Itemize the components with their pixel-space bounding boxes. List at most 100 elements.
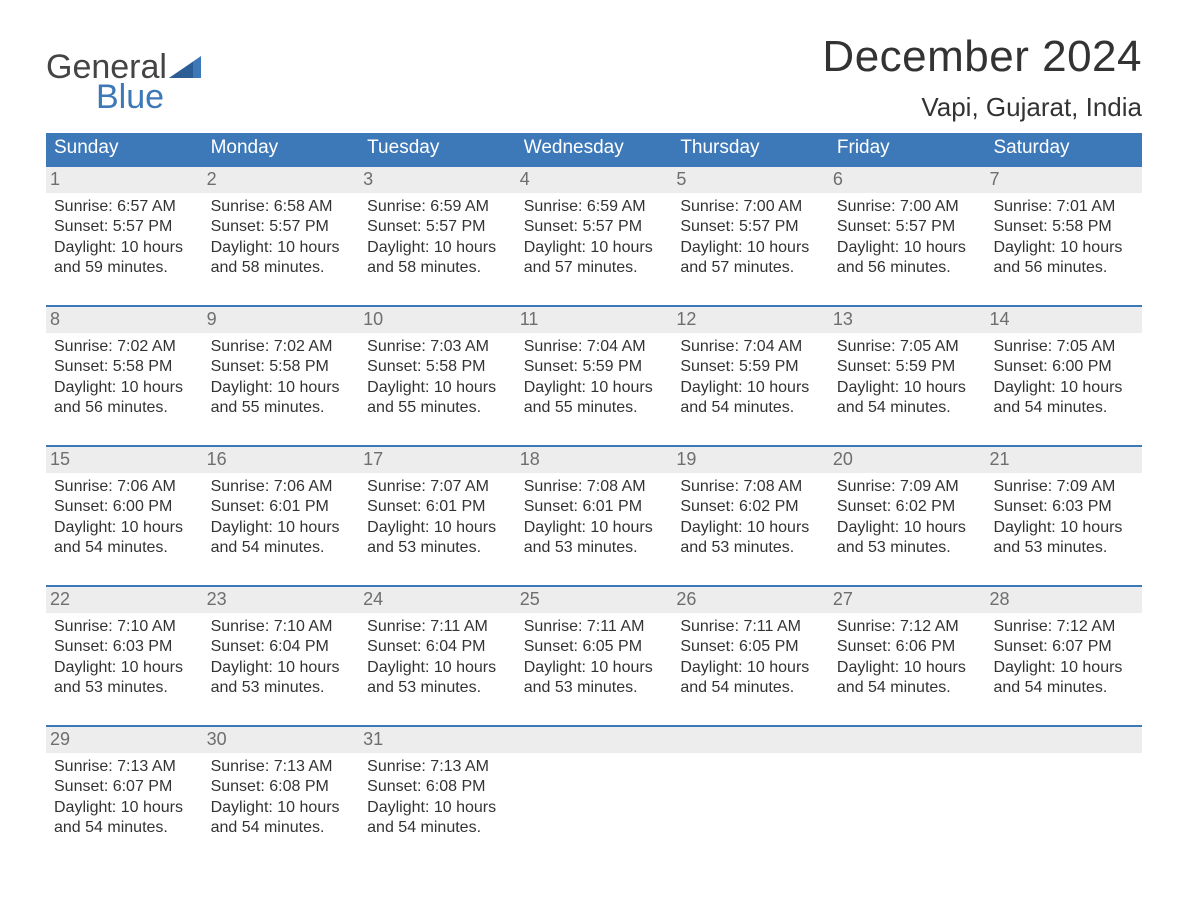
daylight-line-2: and 53 minutes. — [54, 678, 197, 698]
header-region: General Blue December 2024 Vapi, Gujarat… — [46, 32, 1142, 123]
daylight-line-1: Daylight: 10 hours — [680, 518, 823, 538]
daylight-line-2: and 56 minutes. — [993, 258, 1136, 278]
calendar-cell: 26 Sunrise: 7:11 AMSunset: 6:05 PMDayligh… — [672, 587, 829, 707]
calendar-cell: 11Sunrise: 7:04 AMSunset: 5:59 PMDayligh… — [516, 307, 673, 427]
daylight-line-1: Daylight: 10 hours — [211, 378, 354, 398]
sunrise-line: Sunrise: 7:11 AM — [367, 617, 510, 637]
daylight-line-2: and 53 minutes. — [367, 538, 510, 558]
sunset-line: Sunset: 5:57 PM — [524, 217, 667, 237]
day-info: Sunrise: 7:11 AMSunset: 6:05 PMDaylight:… — [678, 617, 823, 699]
day-info: Sunrise: 7:12 AMSunset: 6:07 PMDaylight:… — [991, 617, 1136, 699]
day-info: Sunrise: 7:11 AMSunset: 6:04 PMDaylight:… — [365, 617, 510, 699]
sunrise-line: Sunrise: 7:04 AM — [680, 337, 823, 357]
daylight-line-1: Daylight: 10 hours — [524, 658, 667, 678]
sunset-line: Sunset: 5:57 PM — [367, 217, 510, 237]
calendar-cell: 14Sunrise: 7:05 AMSunset: 6:00 PMDayligh… — [985, 307, 1142, 427]
daylight-line-2: and 55 minutes. — [524, 398, 667, 418]
sunset-line: Sunset: 6:07 PM — [54, 777, 197, 797]
sunrise-line: Sunrise: 7:09 AM — [837, 477, 980, 497]
sunset-line: Sunset: 6:02 PM — [837, 497, 980, 517]
day-info: Sunrise: 7:10 AMSunset: 6:03 PMDaylight:… — [52, 617, 197, 699]
calendar-week: 29Sunrise: 7:13 AMSunset: 6:07 PMDayligh… — [46, 725, 1142, 847]
daylight-line-2: and 54 minutes. — [54, 818, 197, 838]
daylight-line-2: and 54 minutes. — [367, 818, 510, 838]
day-number: 13 — [829, 307, 986, 333]
daylight-line-2: and 58 minutes. — [211, 258, 354, 278]
daylight-line-1: Daylight: 10 hours — [524, 238, 667, 258]
sunrise-line: Sunrise: 6:57 AM — [54, 197, 197, 217]
day-number: 31 — [359, 727, 516, 753]
sunrise-line: Sunrise: 7:02 AM — [211, 337, 354, 357]
day-number: . — [516, 727, 673, 753]
day-info: Sunrise: 7:08 AMSunset: 6:02 PMDaylight:… — [678, 477, 823, 559]
sunset-line: Sunset: 6:03 PM — [993, 497, 1136, 517]
daylight-line-2: and 53 minutes. — [211, 678, 354, 698]
daylight-line-1: Daylight: 10 hours — [680, 238, 823, 258]
day-number: . — [829, 727, 986, 753]
calendar-cell: 9Sunrise: 7:02 AMSunset: 5:58 PMDaylight… — [203, 307, 360, 427]
sunset-line: Sunset: 6:05 PM — [524, 637, 667, 657]
calendar-cell: . — [985, 727, 1142, 847]
sunset-line: Sunset: 6:00 PM — [993, 357, 1136, 377]
day-header: Tuesday — [359, 133, 516, 165]
day-number: 15 — [46, 447, 203, 473]
sunset-line: Sunset: 6:08 PM — [211, 777, 354, 797]
day-number: 26 — [672, 587, 829, 613]
daylight-line-1: Daylight: 10 hours — [367, 658, 510, 678]
day-number: 20 — [829, 447, 986, 473]
daylight-line-2: and 54 minutes. — [837, 398, 980, 418]
day-number: 5 — [672, 167, 829, 193]
sunset-line: Sunset: 5:57 PM — [54, 217, 197, 237]
daylight-line-1: Daylight: 10 hours — [211, 518, 354, 538]
calendar-cell: 23Sunrise: 7:10 AMSunset: 6:04 PMDayligh… — [203, 587, 360, 707]
calendar-cell: 8Sunrise: 7:02 AMSunset: 5:58 PMDaylight… — [46, 307, 203, 427]
day-info: Sunrise: 6:59 AMSunset: 5:57 PMDaylight:… — [522, 197, 667, 279]
sunset-line: Sunset: 6:08 PM — [367, 777, 510, 797]
calendar-cell: 6 Sunrise: 7:00 AMSunset: 5:57 PMDaylight… — [829, 167, 986, 287]
sunrise-line: Sunrise: 7:05 AM — [993, 337, 1136, 357]
day-number: 8 — [46, 307, 203, 333]
day-number: 2 — [203, 167, 360, 193]
sunrise-line: Sunrise: 7:04 AM — [524, 337, 667, 357]
sunset-line: Sunset: 5:58 PM — [993, 217, 1136, 237]
sunset-line: Sunset: 6:01 PM — [367, 497, 510, 517]
daylight-line-1: Daylight: 10 hours — [837, 378, 980, 398]
day-number: 11 — [516, 307, 673, 333]
sunset-line: Sunset: 6:00 PM — [54, 497, 197, 517]
sunrise-line: Sunrise: 7:12 AM — [837, 617, 980, 637]
brand-word-2: Blue — [46, 80, 201, 114]
sunrise-line: Sunrise: 7:13 AM — [211, 757, 354, 777]
month-title: December 2024 — [822, 32, 1142, 82]
sunrise-line: Sunrise: 7:10 AM — [211, 617, 354, 637]
calendar-cell: 3Sunrise: 6:59 AMSunset: 5:57 PMDaylight… — [359, 167, 516, 287]
daylight-line-1: Daylight: 10 hours — [367, 238, 510, 258]
sunrise-line: Sunrise: 7:05 AM — [837, 337, 980, 357]
day-number: 27 — [829, 587, 986, 613]
calendar-cell: 24Sunrise: 7:11 AMSunset: 6:04 PMDayligh… — [359, 587, 516, 707]
sunset-line: Sunset: 5:58 PM — [367, 357, 510, 377]
day-info: Sunrise: 7:04 AMSunset: 5:59 PMDaylight:… — [678, 337, 823, 419]
day-info: Sunrise: 7:05 AMSunset: 5:59 PMDaylight:… — [835, 337, 980, 419]
daylight-line-1: Daylight: 10 hours — [367, 378, 510, 398]
daylight-line-1: Daylight: 10 hours — [993, 518, 1136, 538]
day-header-row: Sunday Monday Tuesday Wednesday Thursday… — [46, 133, 1142, 165]
day-number: 14 — [985, 307, 1142, 333]
daylight-line-1: Daylight: 10 hours — [367, 518, 510, 538]
day-number: 10 — [359, 307, 516, 333]
daylight-line-1: Daylight: 10 hours — [211, 658, 354, 678]
daylight-line-1: Daylight: 10 hours — [54, 658, 197, 678]
day-number: 30 — [203, 727, 360, 753]
day-header: Friday — [829, 133, 986, 165]
calendar-cell: 10Sunrise: 7:03 AMSunset: 5:58 PMDayligh… — [359, 307, 516, 427]
sunrise-line: Sunrise: 7:02 AM — [54, 337, 197, 357]
daylight-line-2: and 53 minutes. — [524, 538, 667, 558]
calendar-cell: . — [516, 727, 673, 847]
sunset-line: Sunset: 5:57 PM — [680, 217, 823, 237]
daylight-line-1: Daylight: 10 hours — [367, 798, 510, 818]
day-number: 6 — [829, 167, 986, 193]
day-number: 28 — [985, 587, 1142, 613]
day-info: Sunrise: 7:12 AMSunset: 6:06 PMDaylight:… — [835, 617, 980, 699]
day-info: Sunrise: 7:00 AMSunset: 5:57 PMDaylight:… — [835, 197, 980, 279]
sunrise-line: Sunrise: 7:13 AM — [54, 757, 197, 777]
day-number: 3 — [359, 167, 516, 193]
